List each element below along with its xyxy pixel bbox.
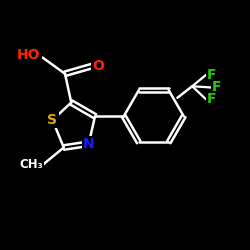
Text: O: O <box>92 59 104 73</box>
Text: F: F <box>212 80 221 94</box>
Text: N: N <box>83 137 94 151</box>
Text: CH₃: CH₃ <box>20 158 43 172</box>
Text: HO: HO <box>17 48 40 62</box>
Text: F: F <box>207 68 216 82</box>
Text: S: S <box>48 113 58 127</box>
Text: F: F <box>207 92 216 106</box>
